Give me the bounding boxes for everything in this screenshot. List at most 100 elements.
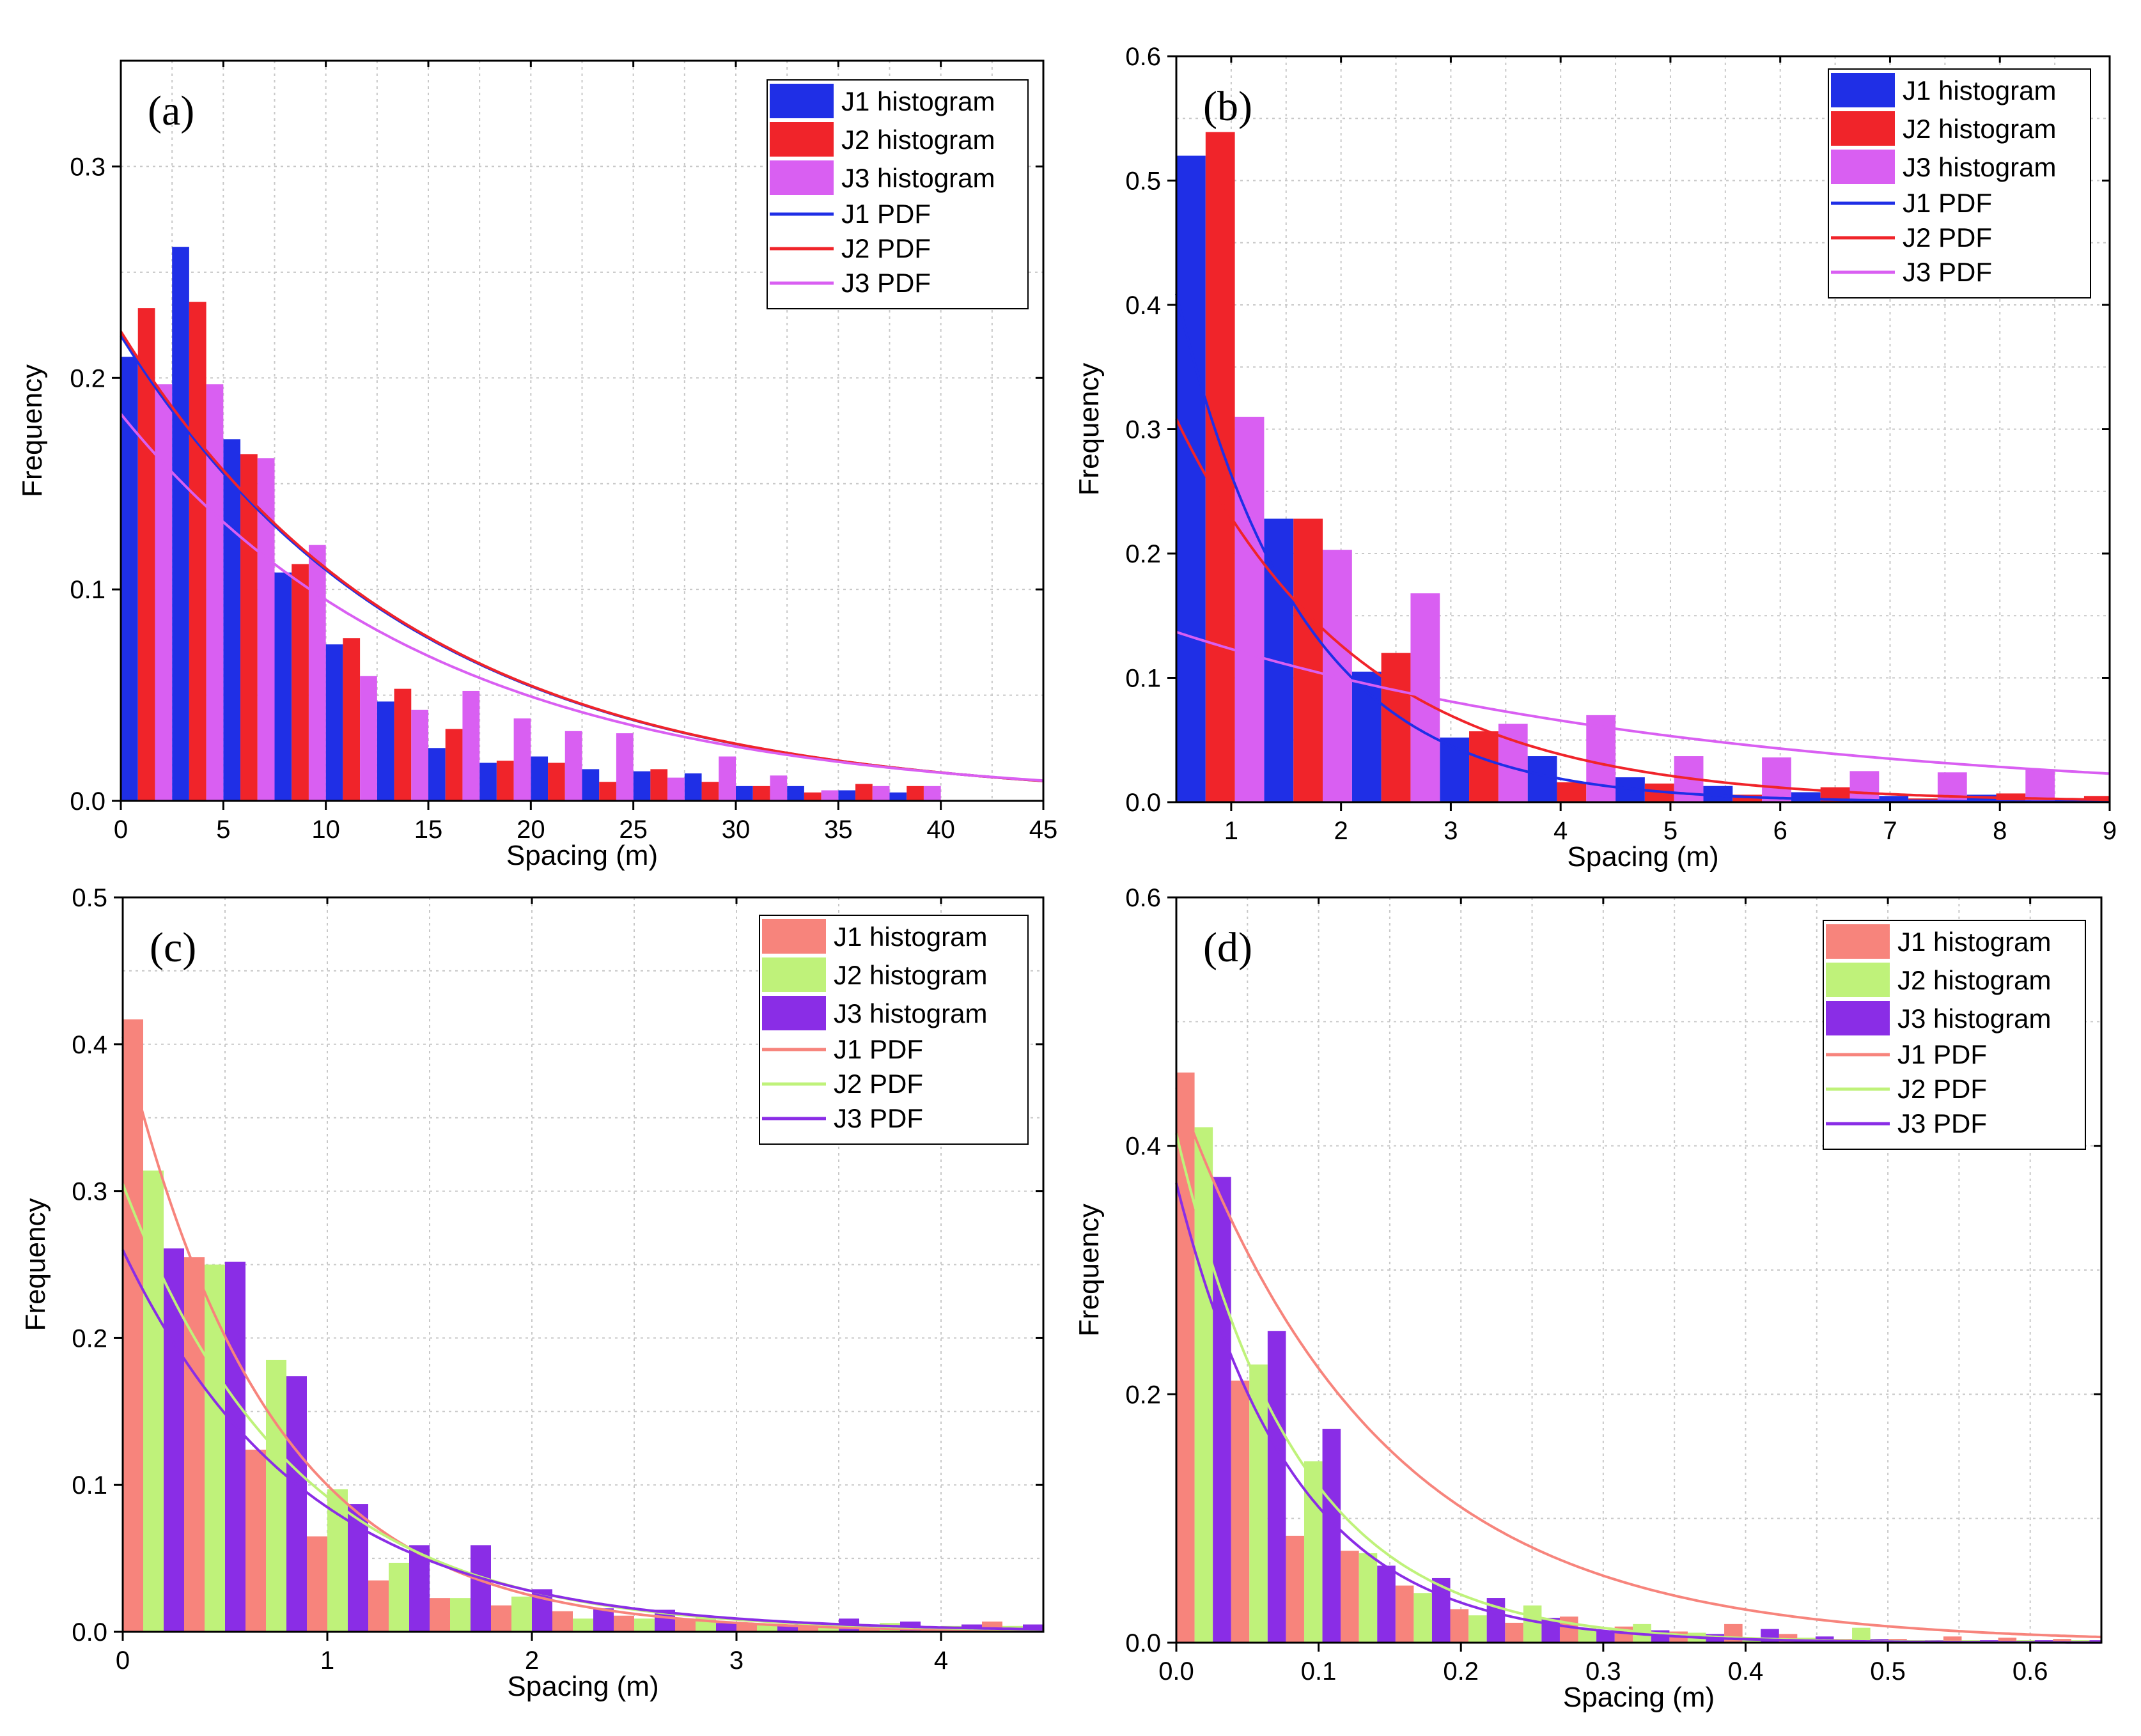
x-tick-label: 20 (517, 816, 545, 844)
bar (308, 545, 326, 801)
x-tick-label: 0.6 (2013, 1657, 2048, 1686)
x-tick-label: 0.0 (1158, 1657, 1194, 1686)
bar (1322, 1429, 1341, 1643)
y-tick-label: 0.6 (1125, 43, 1161, 71)
legend-label: J3 PDF (1903, 257, 1992, 287)
bar (531, 756, 549, 801)
bar (184, 1257, 205, 1632)
legend-label: J1 PDF (834, 1034, 923, 1064)
bar (1791, 792, 1821, 802)
bar (1194, 1127, 1213, 1643)
x-tick-label: 1 (320, 1647, 334, 1675)
x-tick-label: 45 (1029, 816, 1058, 844)
x-tick-label: 25 (619, 816, 648, 844)
x-tick-label: 2 (525, 1647, 539, 1675)
bar (593, 1608, 614, 1632)
x-tick-label: 9 (2103, 817, 2117, 845)
pdf-curve-2 (1175, 418, 2110, 802)
y-axis-title: Frequency (1073, 1204, 1105, 1337)
y-tick-label: 0.0 (1125, 789, 1161, 817)
legend-label: J3 histogram (834, 998, 987, 1028)
bar (1505, 1622, 1523, 1643)
legend-label: J1 histogram (1903, 75, 2056, 105)
legend-label: J3 PDF (834, 1103, 923, 1133)
x-tick-label: 0.5 (1870, 1657, 1906, 1686)
bar (411, 709, 428, 801)
bar (701, 782, 719, 801)
x-axis-title: Spacing (m) (1563, 1682, 1715, 1713)
bar (274, 572, 292, 801)
bar (462, 690, 480, 801)
bar (1527, 756, 1557, 802)
bar (223, 439, 241, 801)
pdf-curve-3 (121, 1249, 1043, 1631)
bar (325, 644, 343, 801)
bar (1293, 518, 1323, 802)
plot-frame (1175, 896, 2103, 1644)
bar (1762, 757, 1791, 802)
bar (573, 1618, 593, 1632)
bar (736, 1623, 757, 1632)
bar (667, 777, 685, 801)
bar (292, 564, 309, 801)
x-tick-label: 0 (114, 816, 128, 844)
bar (286, 1376, 307, 1632)
legend-label: J2 PDF (1903, 222, 1992, 252)
x-axis-title: Spacing (m) (506, 840, 658, 871)
plot-frame (121, 896, 1045, 1633)
bar-series-3 (155, 384, 941, 801)
bar (2053, 1639, 2071, 1643)
bar (205, 1264, 225, 1632)
bar (907, 786, 924, 801)
legend-label: J3 PDF (1897, 1108, 1987, 1138)
bar (1176, 1073, 1195, 1643)
bar (1359, 1553, 1378, 1643)
bar (736, 786, 753, 801)
legend-label: J3 histogram (1903, 152, 2056, 182)
legend-label: J1 PDF (1897, 1039, 1987, 1069)
bar (1578, 1627, 1597, 1643)
y-tick-label: 0.3 (70, 153, 105, 181)
bar (1852, 1627, 1871, 1643)
x-tick-label: 3 (729, 1647, 744, 1675)
bar (394, 688, 412, 801)
legend-label: J1 PDF (1903, 188, 1992, 218)
x-tick-label: 35 (824, 816, 853, 844)
bar (1732, 794, 1763, 802)
y-tick-label: 0.1 (1125, 665, 1161, 693)
legend-label: J3 histogram (1897, 1004, 2051, 1034)
x-tick-label: 2 (1334, 817, 1348, 845)
bar (240, 454, 258, 801)
bar (1377, 1565, 1396, 1643)
bar (172, 247, 189, 801)
legend-swatch (1826, 963, 1890, 997)
legend-label: J3 PDF (841, 268, 931, 298)
bar (206, 384, 224, 801)
x-tick-label: 7 (1883, 817, 1897, 845)
bar-series-2 (137, 302, 924, 802)
bar (582, 769, 600, 801)
x-tick-label: 5 (216, 816, 230, 844)
bar (1998, 1638, 2017, 1643)
x-axis-title: Spacing (m) (507, 1671, 658, 1702)
bar (450, 1598, 471, 1632)
bar-series-2 (1194, 1127, 2090, 1643)
bar (137, 308, 155, 801)
bar (716, 1623, 736, 1632)
panel-label: (c) (150, 924, 196, 971)
legend-swatch (1831, 150, 1895, 184)
legend-label: J1 histogram (1897, 927, 2051, 957)
bar (634, 1618, 655, 1632)
y-axis-title: Frequency (1073, 363, 1105, 496)
bar (633, 771, 651, 801)
bar (1557, 782, 1587, 802)
legend-label: J2 PDF (1897, 1074, 1987, 1104)
legend-swatch (770, 160, 834, 195)
bar (2025, 770, 2055, 802)
bar (616, 733, 634, 801)
y-tick-label: 0.2 (70, 364, 105, 392)
legend-label: J1 histogram (834, 922, 987, 952)
bar (614, 1615, 634, 1632)
bar (719, 756, 736, 801)
